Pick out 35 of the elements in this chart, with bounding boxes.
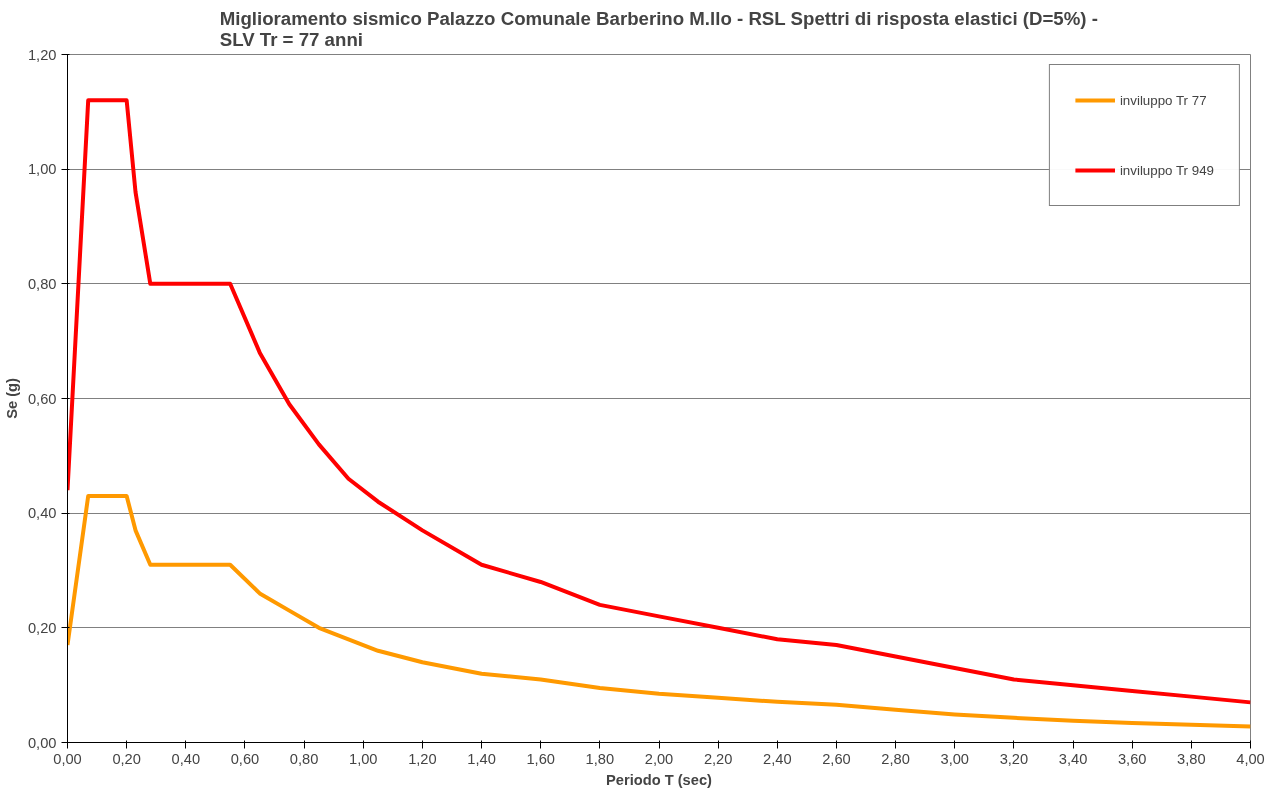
x-tick-label: 3,60 <box>1117 750 1147 767</box>
line-series <box>67 493 1251 729</box>
x-tick-label: 2,20 <box>703 750 733 767</box>
y-tick-label: 0,80 <box>27 275 57 292</box>
x-axis-title: Periodo T (sec) <box>606 771 713 788</box>
x-tick-label: 2,60 <box>822 750 851 767</box>
x-tick-label: 0,60 <box>230 750 260 767</box>
x-tick-label: 1,80 <box>585 750 615 767</box>
legend-label: inviluppo Tr 77 <box>1119 92 1207 108</box>
x-tick-label: 1,20 <box>408 750 437 767</box>
y-tick-label: 0,40 <box>27 505 57 522</box>
x-tick-label: 1,00 <box>348 750 378 767</box>
y-tick-label: 0,60 <box>27 390 57 407</box>
y-tick-label: 1,20 <box>27 46 57 63</box>
x-tick-label: 0,40 <box>171 750 201 767</box>
y-tick-label: 0,20 <box>27 619 57 636</box>
chart-title: Miglioramento sismico Palazzo Comunale Barberino M.llo - RSL Spettri di risposta elastici (D=5%) - SLV Tr = 77 anni <box>219 7 1098 50</box>
x-tick-label: 1,60 <box>526 750 555 767</box>
y-axis-title: Se (g) <box>3 378 20 419</box>
y-tick-label: 1,00 <box>27 161 57 178</box>
x-tick-label: 3,00 <box>940 750 970 767</box>
x-tick-label: 1,40 <box>467 750 496 767</box>
x-tick-label: 3,20 <box>999 750 1029 767</box>
y-tick-label: 0,00 <box>27 734 57 751</box>
x-tick-label: 0,20 <box>112 750 141 767</box>
x-tick-label: 0,00 <box>53 750 82 767</box>
legend-label: inviluppo Tr 949 <box>1119 162 1214 178</box>
x-tick-label: 2,80 <box>881 750 910 767</box>
x-tick-label: 4,00 <box>1236 750 1265 767</box>
line-series <box>67 98 1251 705</box>
x-tick-label: 3,40 <box>1058 750 1088 767</box>
x-tick-label: 2,40 <box>763 750 792 767</box>
x-tick-label: 2,00 <box>644 750 674 767</box>
x-tick-label: 0,80 <box>289 750 319 767</box>
x-tick-label: 3,80 <box>1177 750 1206 767</box>
